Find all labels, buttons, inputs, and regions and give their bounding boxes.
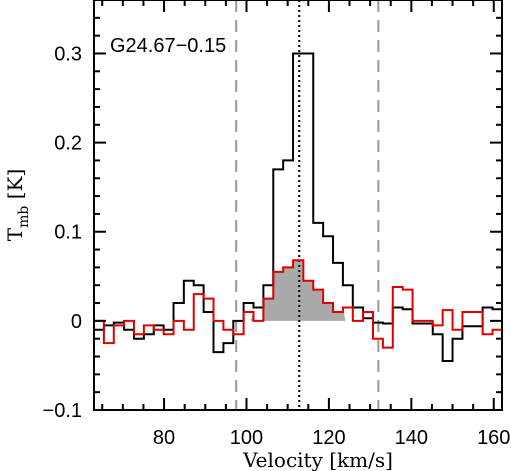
y-tick-labels: −0.1 0 0.1 0.2 0.3 bbox=[43, 43, 82, 422]
y-tick-label: 0.3 bbox=[54, 43, 82, 65]
x-tick-label: 100 bbox=[230, 427, 263, 449]
series-2-line bbox=[94, 259, 502, 349]
y-axis-label-unit: [K] bbox=[3, 169, 27, 206]
y-axis-label-sub: mb bbox=[16, 206, 32, 228]
axis-ticks bbox=[94, 0, 502, 411]
plot-area bbox=[94, 0, 502, 410]
plot-frame bbox=[93, 0, 503, 411]
series-group bbox=[94, 52, 502, 362]
y-tick-label: −0.1 bbox=[43, 400, 82, 422]
x-tick-label: 140 bbox=[395, 427, 428, 449]
y-tick-label: 0 bbox=[71, 311, 82, 333]
y-axis-label-main: T bbox=[3, 227, 27, 241]
y-tick-label: 0.1 bbox=[54, 222, 82, 244]
x-tick-label: 120 bbox=[312, 427, 345, 449]
y-tick-label: 0.2 bbox=[54, 133, 82, 155]
reference-lines bbox=[235, 0, 380, 410]
source-annotation: G24.67−0.15 bbox=[110, 35, 226, 57]
shaded-region bbox=[250, 260, 346, 321]
x-tick-label: 80 bbox=[153, 427, 175, 449]
x-tick-labels: 80 100 120 140 160 bbox=[153, 427, 511, 449]
y-axis-label: Tmb [K] bbox=[3, 169, 32, 242]
x-axis-label: Velocity [km/s] bbox=[242, 448, 393, 471]
x-tick-label: 160 bbox=[477, 427, 510, 449]
